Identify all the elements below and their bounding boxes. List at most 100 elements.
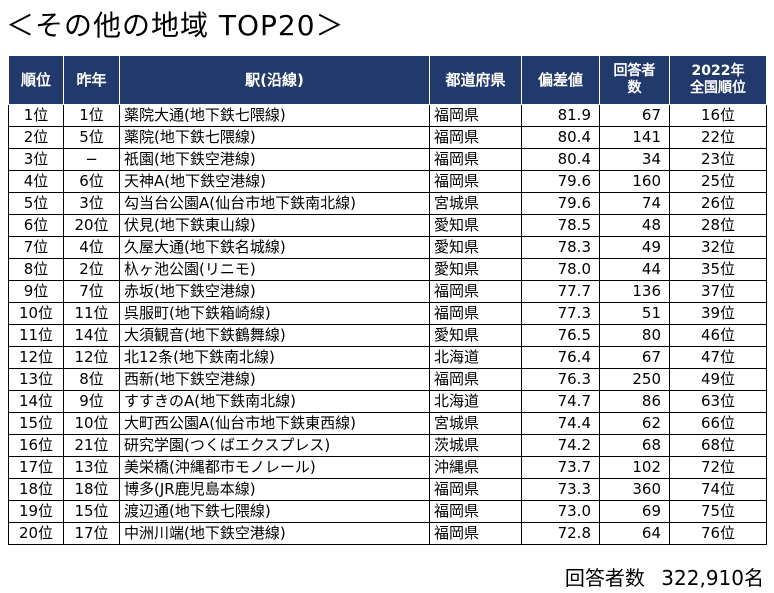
cell-last-year: 17位	[63, 522, 120, 545]
cell-rank: 17位	[8, 456, 64, 479]
cell-rank: 8位	[8, 258, 64, 281]
table-row: 12位 12位 北12条(地下鉄南北線) 北海道 76.4 67 47位	[8, 346, 767, 369]
cell-deviation: 74.7	[521, 390, 600, 413]
cell-prefecture: 福岡県	[429, 478, 522, 501]
col-header-rank: 順位	[8, 55, 64, 105]
cell-national-rank: 39位	[669, 302, 767, 325]
cell-national-rank: 72位	[669, 456, 767, 479]
cell-prefecture: 愛知県	[429, 236, 522, 259]
cell-prefecture: 福岡県	[429, 126, 522, 149]
cell-respondents: 49	[599, 236, 670, 259]
cell-station: 大須観音(地下鉄鶴舞線)	[119, 324, 430, 347]
cell-rank: 2位	[8, 126, 64, 149]
col-header-national-rank: 2022年 全国順位	[669, 55, 767, 105]
cell-national-rank: 23位	[669, 148, 767, 171]
col-header-last-year: 昨年	[63, 55, 120, 105]
table-row: 10位 11位 呉服町(地下鉄箱崎線) 福岡県 77.3 51 39位	[8, 302, 767, 325]
cell-station: 伏見(地下鉄東山線)	[119, 214, 430, 237]
respondent-total: 回答者数 322,910名	[565, 562, 764, 591]
cell-national-rank: 75位	[669, 500, 767, 523]
cell-rank: 16位	[8, 434, 64, 457]
cell-rank: 3位	[8, 148, 64, 171]
table-row: 14位 9位 すすきのA(地下鉄南北線) 北海道 74.7 86 63位	[8, 390, 767, 413]
table-row: 8位 2位 杁ヶ池公園(リニモ) 愛知県 78.0 44 35位	[8, 258, 767, 281]
table-row: 11位 14位 大須観音(地下鉄鶴舞線) 愛知県 76.5 80 46位	[8, 324, 767, 347]
cell-respondents: 62	[599, 412, 670, 435]
cell-rank: 12位	[8, 346, 64, 369]
table-row: 20位 17位 中洲川端(地下鉄空港線) 福岡県 72.8 64 76位	[8, 522, 767, 545]
cell-last-year: 2位	[63, 258, 120, 281]
cell-last-year: 11位	[63, 302, 120, 325]
cell-respondents: 69	[599, 500, 670, 523]
cell-national-rank: 22位	[669, 126, 767, 149]
cell-deviation: 79.6	[521, 170, 600, 193]
cell-deviation: 77.3	[521, 302, 600, 325]
cell-national-rank: 16位	[669, 104, 767, 127]
cell-deviation: 76.5	[521, 324, 600, 347]
cell-national-rank: 68位	[669, 434, 767, 457]
cell-last-year: 12位	[63, 346, 120, 369]
cell-national-rank: 25位	[669, 170, 767, 193]
cell-last-year: 5位	[63, 126, 120, 149]
cell-station: すすきのA(地下鉄南北線)	[119, 390, 430, 413]
cell-national-rank: 74位	[669, 478, 767, 501]
cell-deviation: 76.3	[521, 368, 600, 391]
cell-station: 美栄橋(沖縄都市モノレール)	[119, 456, 430, 479]
cell-deviation: 80.4	[521, 148, 600, 171]
cell-respondents: 74	[599, 192, 670, 215]
cell-station: 呉服町(地下鉄箱崎線)	[119, 302, 430, 325]
cell-national-rank: 66位	[669, 412, 767, 435]
cell-deviation: 80.4	[521, 126, 600, 149]
cell-deviation: 78.5	[521, 214, 600, 237]
col-header-respondents-line1: 回答者	[613, 63, 656, 79]
table-row: 7位 4位 久屋大通(地下鉄名城線) 愛知県 78.3 49 32位	[8, 236, 767, 259]
cell-station: 天神A(地下鉄空港線)	[119, 170, 430, 193]
cell-respondents: 136	[599, 280, 670, 303]
cell-national-rank: 37位	[669, 280, 767, 303]
cell-last-year: 10位	[63, 412, 120, 435]
cell-deviation: 74.4	[521, 412, 600, 435]
cell-rank: 4位	[8, 170, 64, 193]
cell-station: 博多(JR鹿児島本線)	[119, 478, 430, 501]
cell-prefecture: 福岡県	[429, 500, 522, 523]
respondent-total-count: 322,910名	[661, 566, 764, 590]
cell-prefecture: 愛知県	[429, 214, 522, 237]
table-row: 1位 1位 薬院大通(地下鉄七隈線) 福岡県 81.9 67 16位	[8, 104, 767, 127]
cell-prefecture: 茨城県	[429, 434, 522, 457]
cell-deviation: 72.8	[521, 522, 600, 545]
cell-prefecture: 愛知県	[429, 324, 522, 347]
table-row: 18位 18位 博多(JR鹿児島本線) 福岡県 73.3 360 74位	[8, 478, 767, 501]
cell-deviation: 78.0	[521, 258, 600, 281]
table-row: 6位 20位 伏見(地下鉄東山線) 愛知県 78.5 48 28位	[8, 214, 767, 237]
cell-last-year: 15位	[63, 500, 120, 523]
cell-rank: 19位	[8, 500, 64, 523]
cell-station: 薬院大通(地下鉄七隈線)	[119, 104, 430, 127]
cell-prefecture: 福岡県	[429, 522, 522, 545]
cell-deviation: 73.0	[521, 500, 600, 523]
cell-respondents: 67	[599, 104, 670, 127]
cell-prefecture: 福岡県	[429, 170, 522, 193]
table-row: 4位 6位 天神A(地下鉄空港線) 福岡県 79.6 160 25位	[8, 170, 767, 193]
cell-national-rank: 28位	[669, 214, 767, 237]
cell-respondents: 250	[599, 368, 670, 391]
cell-last-year: 20位	[63, 214, 120, 237]
cell-deviation: 73.3	[521, 478, 600, 501]
cell-respondents: 141	[599, 126, 670, 149]
cell-rank: 9位	[8, 280, 64, 303]
cell-national-rank: 76位	[669, 522, 767, 545]
cell-rank: 5位	[8, 192, 64, 215]
cell-deviation: 77.7	[521, 280, 600, 303]
col-header-deviation: 偏差値	[521, 55, 600, 105]
cell-national-rank: 47位	[669, 346, 767, 369]
cell-respondents: 160	[599, 170, 670, 193]
cell-last-year: 21位	[63, 434, 120, 457]
cell-last-year: 18位	[63, 478, 120, 501]
cell-prefecture: 福岡県	[429, 368, 522, 391]
col-header-respondents-line2: 数	[627, 80, 642, 96]
cell-national-rank: 32位	[669, 236, 767, 259]
cell-respondents: 86	[599, 390, 670, 413]
cell-rank: 1位	[8, 104, 64, 127]
cell-prefecture: 愛知県	[429, 258, 522, 281]
cell-deviation: 74.2	[521, 434, 600, 457]
table-row: 5位 3位 勾当台公園A(仙台市地下鉄南北線) 宮城県 79.6 74 26位	[8, 192, 767, 215]
